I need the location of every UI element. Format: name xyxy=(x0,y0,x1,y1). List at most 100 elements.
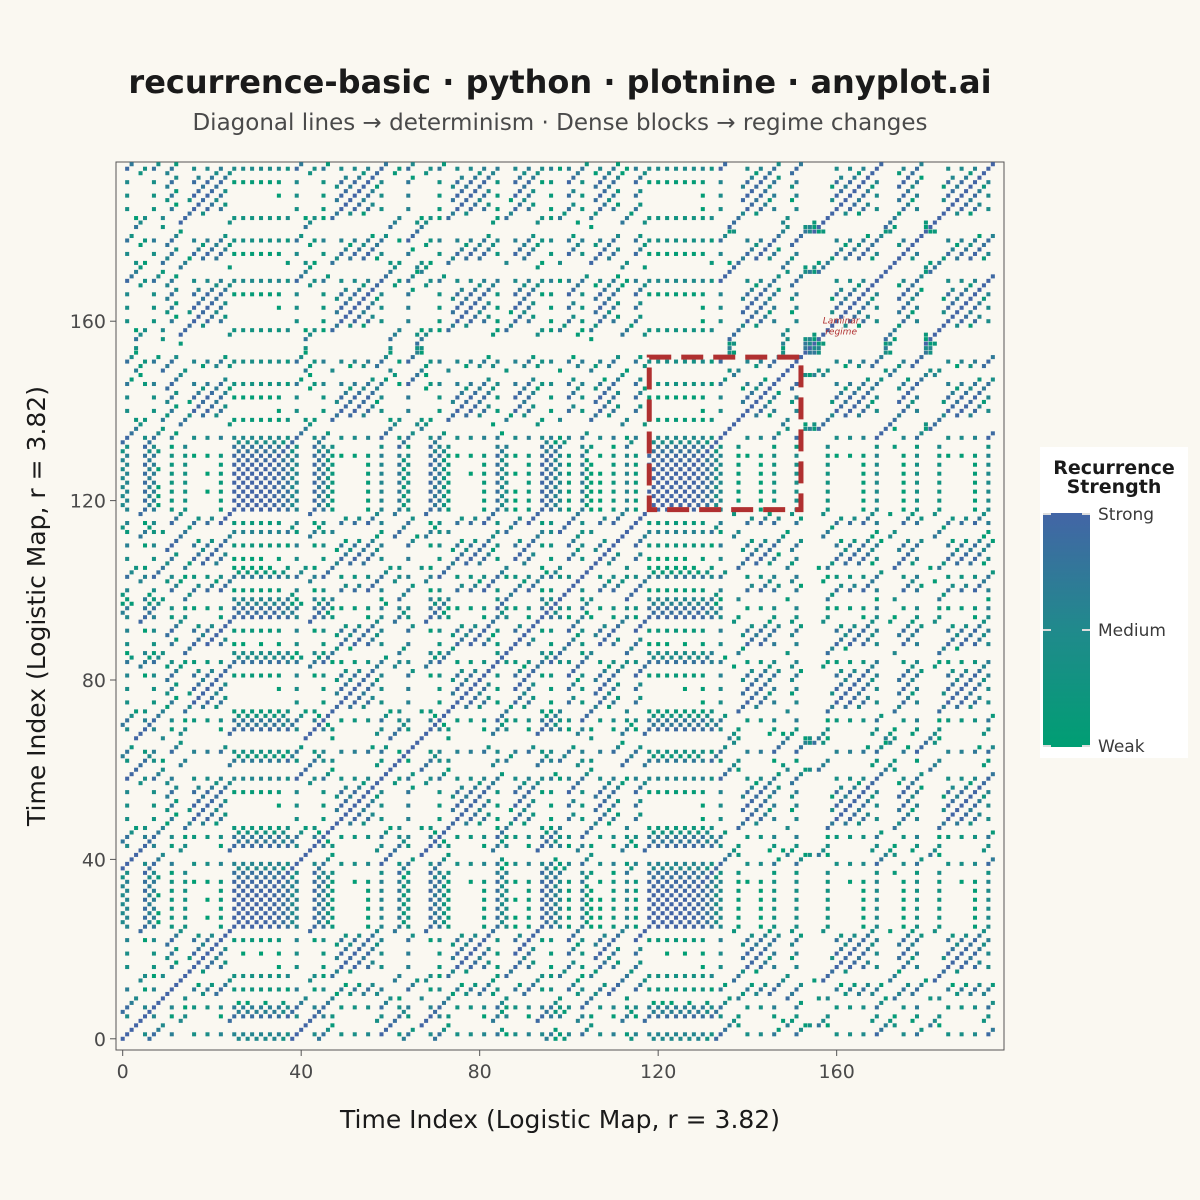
recurrence-cell xyxy=(571,233,576,239)
recurrence-cell xyxy=(218,166,223,171)
recurrence-cell xyxy=(312,278,317,283)
recurrence-cell xyxy=(156,162,161,167)
recurrence-cell xyxy=(549,1014,554,1019)
recurrence-cell xyxy=(196,812,201,817)
recurrence-cell xyxy=(339,556,344,561)
recurrence-cell xyxy=(308,731,313,736)
recurrence-cell xyxy=(709,776,714,781)
recurrence-cell xyxy=(656,216,661,221)
recurrence-cell xyxy=(125,471,130,476)
recurrence-cell xyxy=(718,758,723,763)
recurrence-cell xyxy=(147,920,152,925)
recurrence-cell xyxy=(682,651,687,656)
recurrence-cell xyxy=(611,251,616,256)
recurrence-cell xyxy=(455,606,460,611)
recurrence-cell xyxy=(495,556,500,561)
recurrence-cell xyxy=(379,180,384,185)
recurrence-cell xyxy=(549,888,554,893)
recurrence-cell xyxy=(633,987,638,992)
recurrence-cell xyxy=(383,772,388,777)
recurrence-cell xyxy=(192,951,197,956)
recurrence-cell xyxy=(379,543,384,548)
recurrence-cell xyxy=(714,902,719,907)
recurrence-cell xyxy=(557,216,563,221)
recurrence-cell xyxy=(620,283,625,288)
recurrence-cell xyxy=(557,758,563,763)
recurrence-cell xyxy=(598,790,603,795)
recurrence-cell xyxy=(495,879,500,884)
recurrence-cell xyxy=(611,642,616,647)
recurrence-cell xyxy=(549,292,554,297)
recurrence-cell xyxy=(700,825,705,831)
recurrence-cell xyxy=(486,812,491,817)
recurrence-cell xyxy=(392,664,397,669)
recurrence-cell xyxy=(656,843,661,848)
recurrence-cell xyxy=(611,507,616,512)
recurrence-cell xyxy=(669,458,674,463)
recurrence-cell xyxy=(214,386,219,391)
recurrence-cell xyxy=(361,171,366,176)
recurrence-cell xyxy=(263,893,268,898)
recurrence-cell xyxy=(428,709,433,714)
recurrence-cell xyxy=(401,884,406,889)
recurrence-cell xyxy=(531,287,536,292)
recurrence-cell xyxy=(196,189,201,194)
recurrence-cell xyxy=(553,1027,558,1032)
recurrence-cell xyxy=(459,812,464,817)
recurrence-cell xyxy=(361,386,366,391)
recurrence-cell xyxy=(151,238,156,243)
recurrence-cell xyxy=(584,503,589,508)
recurrence-cell xyxy=(339,642,344,647)
recurrence-cell xyxy=(441,839,446,844)
recurrence-cell xyxy=(682,686,687,691)
recurrence-cell xyxy=(656,938,661,943)
recurrence-cell xyxy=(415,740,420,745)
recurrence-cell xyxy=(709,749,714,754)
recurrence-cell xyxy=(183,597,188,602)
recurrence-cell xyxy=(678,610,683,615)
recurrence-cell xyxy=(428,615,433,620)
recurrence-cell xyxy=(540,727,545,732)
recurrence-cell xyxy=(700,700,705,705)
recurrence-cell xyxy=(464,364,469,369)
recurrence-cell xyxy=(276,628,281,633)
recurrence-cell xyxy=(441,476,446,481)
recurrence-cell xyxy=(709,718,714,723)
recurrence-cell xyxy=(700,951,705,956)
recurrence-cell xyxy=(709,870,714,875)
recurrence-cell xyxy=(125,292,130,297)
recurrence-cell xyxy=(468,879,473,884)
recurrence-cell xyxy=(218,843,223,848)
recurrence-cell xyxy=(682,642,687,647)
recurrence-cell xyxy=(397,471,402,476)
recurrence-cell xyxy=(272,920,277,925)
recurrence-cell xyxy=(151,574,156,579)
recurrence-cell xyxy=(303,767,308,772)
recurrence-cell xyxy=(312,915,317,920)
recurrence-cell xyxy=(361,991,366,996)
recurrence-cell xyxy=(183,973,188,979)
recurrence-cell xyxy=(607,808,612,813)
recurrence-cell xyxy=(535,763,540,768)
recurrence-cell xyxy=(517,287,522,292)
recurrence-cell xyxy=(165,561,170,566)
recurrence-cell xyxy=(473,933,478,938)
recurrence-cell xyxy=(549,861,554,866)
recurrence-cell xyxy=(290,911,295,916)
recurrence-cell xyxy=(236,440,241,445)
recurrence-cell xyxy=(459,785,464,790)
recurrence-cell xyxy=(303,269,308,274)
recurrence-cell xyxy=(281,440,286,445)
recurrence-cell xyxy=(352,574,357,579)
recurrence-cell xyxy=(700,861,705,866)
recurrence-cell xyxy=(303,825,308,831)
recurrence-cell xyxy=(334,211,339,216)
recurrence-cell xyxy=(624,368,629,373)
recurrence-cell xyxy=(660,485,665,490)
recurrence-cell xyxy=(196,637,201,642)
recurrence-cell xyxy=(263,440,268,445)
recurrence-cell xyxy=(718,521,723,526)
recurrence-cell xyxy=(388,825,393,831)
recurrence-cell xyxy=(151,471,156,476)
recurrence-cell xyxy=(143,435,148,440)
